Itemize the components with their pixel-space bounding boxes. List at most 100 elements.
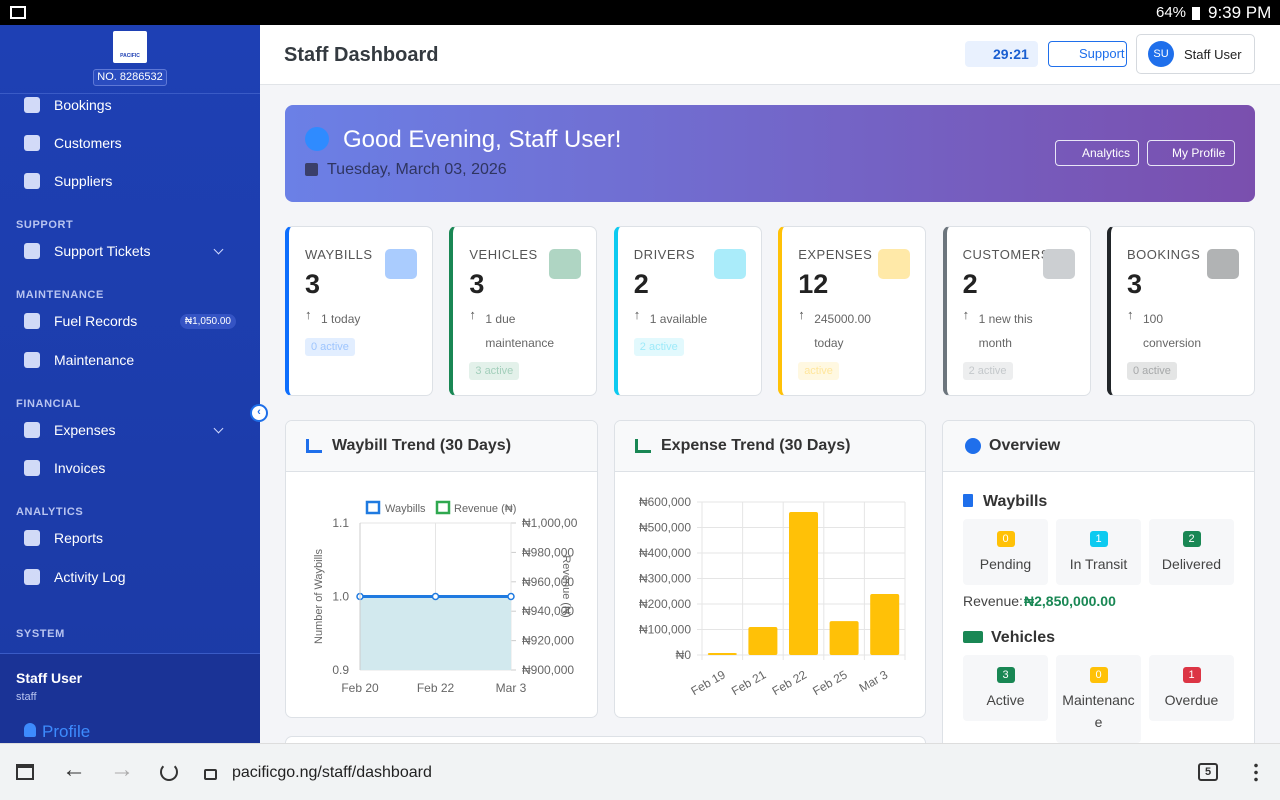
- card-value: 2: [962, 269, 978, 299]
- card-label: DRIVERS: [633, 247, 696, 262]
- nav-item[interactable]: Customers: [24, 131, 236, 155]
- collapse-toggle[interactable]: ‹: [250, 404, 268, 422]
- greeting: Good Evening, Staff User!: [343, 126, 622, 153]
- card-badge: active: [798, 362, 839, 380]
- nav-icon: [24, 173, 40, 189]
- user-menu-label: Staff User: [1184, 47, 1242, 62]
- card-icon: [878, 249, 911, 279]
- nav-item[interactable]: Bookings: [24, 93, 236, 117]
- profile-button[interactable]: My Profile: [1147, 140, 1235, 166]
- y2-tick-label: ₦1,000,00: [522, 516, 578, 530]
- status-label: Delivered: [1161, 556, 1222, 572]
- lock-icon: [204, 769, 217, 780]
- session-timer: 29:21: [965, 41, 1038, 67]
- welcome-banner: Good Evening, Staff User! Tuesday, March…: [285, 105, 1255, 202]
- nav-section: FINANCIAL: [16, 398, 81, 410]
- menu-button[interactable]: [1254, 762, 1258, 782]
- analytics-button[interactable]: Analytics: [1055, 140, 1139, 166]
- status-count: 2: [1182, 531, 1201, 547]
- top-bar: Staff Dashboard 29:21 Support SU Staff U…: [260, 25, 1280, 85]
- chevron: [213, 244, 224, 254]
- card-badge: 0 active: [305, 338, 355, 356]
- sidebar: PACIFIC NO. 8286532 Bookings Customers Sup…: [0, 25, 260, 743]
- nav-label: Suppliers: [54, 173, 113, 189]
- arrow-up: ↑: [469, 307, 476, 322]
- status-box: 1 In Transit: [1056, 519, 1141, 585]
- card-note: 100 conversion: [1143, 312, 1202, 350]
- tab-count[interactable]: 5: [1198, 763, 1218, 781]
- stat-card: CUSTOMERS 2 ↑ 1 new this month 2 active: [942, 226, 1091, 396]
- card-badge: 0 active: [1127, 362, 1177, 380]
- nav-label: Expenses: [54, 422, 116, 438]
- bar: [707, 652, 737, 655]
- card-label: EXPENSES: [798, 247, 873, 262]
- y2-tick-label: ₦980,000: [522, 545, 574, 559]
- logo[interactable]: PACIFIC: [113, 31, 147, 63]
- arrow-up: ↑: [1127, 307, 1134, 322]
- icon: [635, 439, 651, 453]
- arrow-up: ↑: [305, 307, 312, 322]
- reload-button[interactable]: [160, 763, 178, 781]
- card-icon: [1042, 249, 1075, 279]
- y-tick-label: ₦500,000: [639, 521, 691, 535]
- panel-title: Waybill Trend (30 Days): [332, 437, 512, 454]
- y2-tick-label: ₦960,000: [522, 575, 574, 589]
- nav-item[interactable]: Support Tickets: [24, 239, 236, 263]
- nav: Bookings Customers Suppliers SUPPORT Support…: [0, 93, 260, 653]
- user-panel: Staff User staff Profile: [0, 653, 260, 743]
- y-tick-label: ₦0: [676, 648, 692, 662]
- date: Tuesday, March 03, 2026: [327, 161, 507, 178]
- overview-panel: Overview Waybills Revenue: ₦2,850,000.00…: [942, 420, 1255, 750]
- nav-item[interactable]: Expenses: [24, 418, 236, 442]
- status-label: Active: [986, 692, 1025, 708]
- icon: [963, 631, 983, 643]
- profile-link[interactable]: Profile: [42, 722, 91, 741]
- y-axis-label: Number of Waybills: [313, 549, 325, 644]
- icon: [306, 439, 322, 453]
- status-label: In Transit: [1069, 556, 1128, 572]
- section-title: Waybills: [983, 493, 1048, 510]
- legend-label: Revenue (₦): [454, 503, 516, 515]
- card-icon: [549, 249, 582, 279]
- nav-item[interactable]: Suppliers: [24, 169, 236, 193]
- icon: [963, 494, 973, 507]
- nav-item[interactable]: Reports: [24, 526, 236, 550]
- home-button[interactable]: [16, 764, 34, 780]
- x-tick-label: Feb 20: [341, 681, 379, 695]
- card-value: 2: [633, 269, 649, 299]
- nav-item[interactable]: Activity Log: [24, 565, 236, 589]
- panel-header: Expense Trend (30 Days): [615, 421, 925, 472]
- card-badge: 2 active: [633, 338, 684, 356]
- url[interactable]: pacificgo.ng/staff/dashboard: [232, 764, 432, 781]
- legend-label: Waybills: [385, 503, 426, 515]
- battery-icon: [1192, 7, 1200, 20]
- point: [507, 592, 515, 601]
- panel-header: Overview: [943, 421, 1254, 472]
- bar: [829, 621, 859, 655]
- status-label: Maintenance: [1062, 692, 1135, 730]
- card-value: 12: [798, 269, 829, 299]
- y-tick-label: ₦100,000: [639, 623, 691, 637]
- support-button[interactable]: Support: [1048, 41, 1127, 67]
- card-badge: 2 active: [962, 362, 1013, 380]
- card-badge: 3 active: [469, 362, 520, 380]
- x-tick-label: Mar 3: [496, 681, 527, 695]
- status-box: 0 Maintenance: [1056, 655, 1141, 743]
- y2-tick-label: ₦900,000: [522, 663, 574, 677]
- user-menu[interactable]: SU Staff User: [1136, 34, 1255, 74]
- card-label: CUSTOMERS: [962, 247, 1050, 262]
- nav-label: Fuel Records: [54, 313, 138, 329]
- nav-item[interactable]: Fuel Records ₦1,050.00: [24, 309, 236, 333]
- avatar: SU: [1148, 41, 1174, 67]
- card-value: 3: [1127, 269, 1143, 299]
- back-button[interactable]: ←: [62, 756, 86, 783]
- card-note: 1 today: [321, 312, 361, 326]
- account-number: NO. 8286532: [93, 69, 167, 86]
- forward-button[interactable]: →: [110, 756, 134, 783]
- nav-item[interactable]: Maintenance: [24, 348, 236, 372]
- area: [360, 596, 511, 670]
- nav-section: ANALYTICS: [16, 506, 84, 518]
- card-label: VEHICLES: [469, 247, 538, 262]
- nav-item[interactable]: Invoices: [24, 456, 236, 480]
- status-count: 0: [1089, 667, 1108, 683]
